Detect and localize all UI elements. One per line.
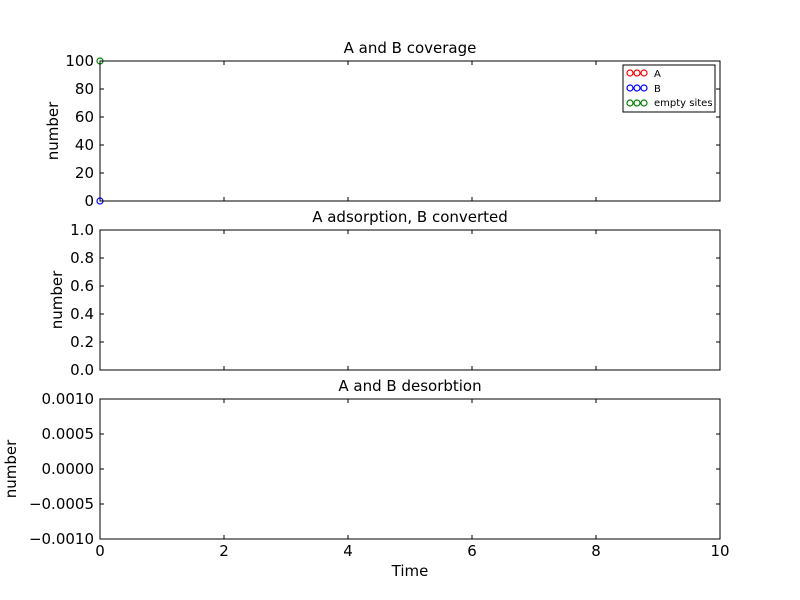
legend-marker (633, 99, 641, 107)
y-tick-label: −0.0010 (29, 530, 94, 548)
y-tick-label: 0.0000 (42, 460, 95, 478)
legend-entry-empty-sites: empty sites (626, 98, 713, 109)
legend-marker (626, 99, 634, 107)
subplot-title: A and B coverage (344, 39, 477, 57)
subplot-adsorption: A adsorption, B converted number 0.0 0.2 0… (48, 208, 721, 379)
x-tick-label: 10 (710, 542, 729, 560)
y-tick-label: 100 (65, 52, 94, 70)
y-tick-label: 80 (75, 80, 94, 98)
legend: A B empty sites (622, 64, 716, 113)
legend-marker (626, 84, 634, 92)
y-tick-label: −0.0005 (29, 495, 94, 513)
x-tick-label: 0 (95, 542, 105, 560)
y-axis-label: number (48, 270, 66, 329)
x-tick-label: 6 (467, 542, 477, 560)
legend-box (622, 64, 716, 113)
y-tick-label: 0.0010 (42, 390, 95, 408)
plot-frame (99, 398, 721, 540)
x-tick-label: 8 (591, 542, 601, 560)
y-tick-label: 0.6 (70, 277, 94, 295)
y-tick-label: 20 (75, 164, 94, 182)
y-tick-label: 0.0 (70, 361, 94, 379)
legend-marker (633, 69, 641, 77)
y-tick-label: 40 (75, 136, 94, 154)
y-tick-label: 0.2 (70, 333, 94, 351)
legend-label: B (654, 84, 661, 95)
subplot-coverage: A and B coverage number 0 20 40 60 80 100 A B… (44, 39, 721, 210)
legend-marker (640, 84, 648, 92)
legend-marker (626, 69, 634, 77)
legend-entry-a: A (626, 69, 661, 80)
legend-entry-b: B (626, 84, 661, 95)
y-axis-label: number (2, 439, 20, 498)
x-tick-label: 4 (343, 542, 353, 560)
y-tick-label: 0.4 (70, 305, 94, 323)
legend-marker (633, 84, 641, 92)
legend-marker (640, 69, 648, 77)
subplot-title: A adsorption, B converted (312, 208, 508, 226)
y-tick-label: 60 (75, 108, 94, 126)
legend-marker (640, 99, 648, 107)
plot-frame (99, 60, 721, 202)
plot-frame (99, 229, 721, 371)
x-tick-label: 2 (219, 542, 229, 560)
legend-label: A (654, 69, 661, 80)
y-tick-label: 0.0005 (42, 425, 95, 443)
y-tick-label: 0 (84, 192, 94, 210)
subplot-desorption: A and B desorbtion number −0.0010 −0.0005… (2, 377, 730, 580)
x-axis-label: Time (391, 562, 429, 580)
legend-label: empty sites (654, 98, 713, 109)
y-tick-label: 0.8 (70, 249, 94, 267)
subplot-title: A and B desorbtion (338, 377, 481, 395)
y-tick-label: 1.0 (70, 221, 94, 239)
y-axis-label: number (44, 101, 62, 160)
